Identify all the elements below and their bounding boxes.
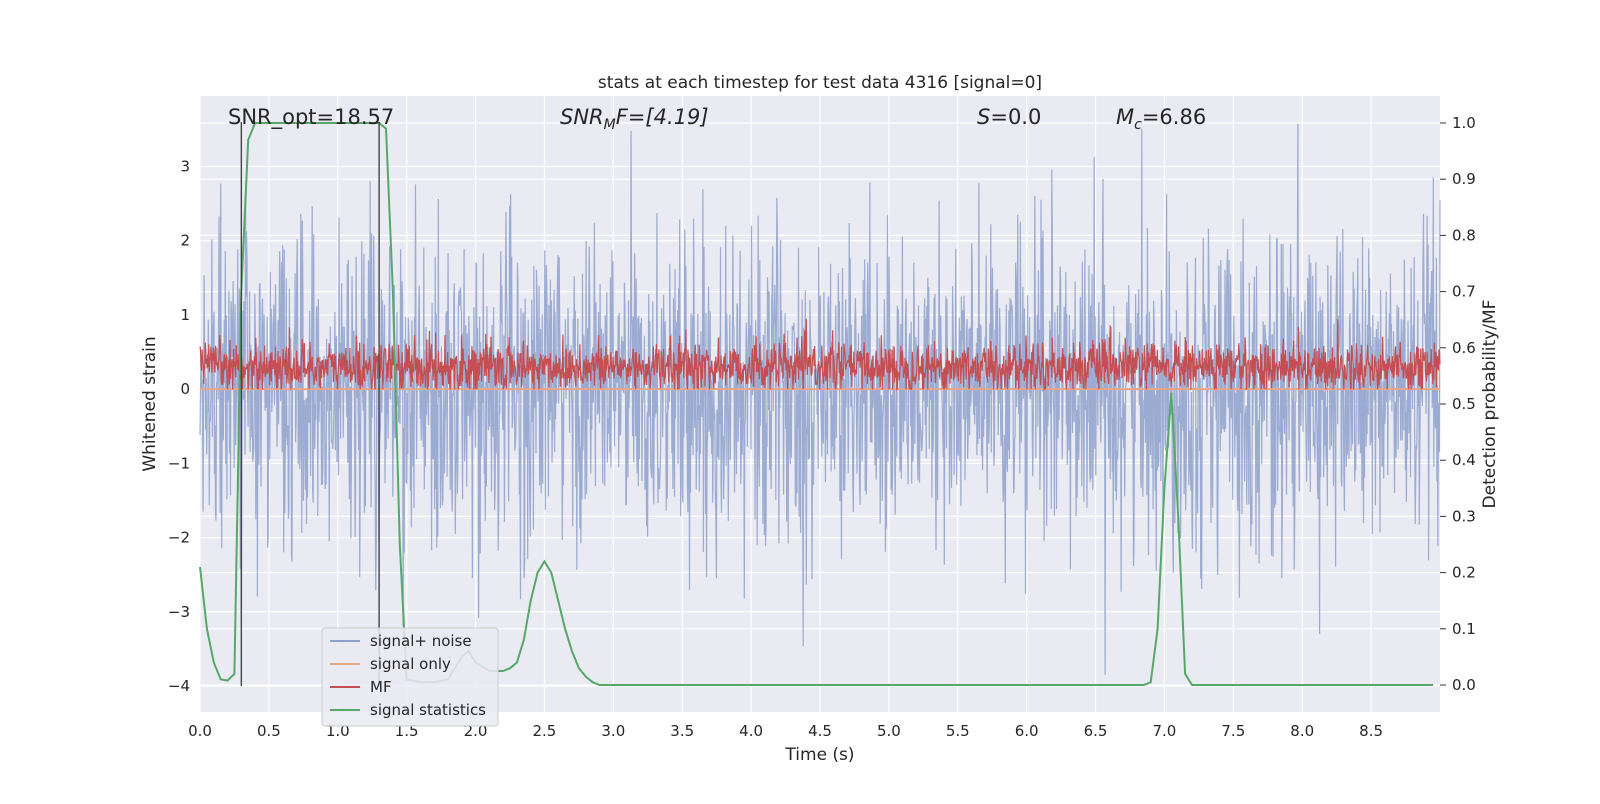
chart-title: stats at each timestep for test data 431… [598, 73, 1042, 93]
y-left-tick-label: 1 [180, 306, 190, 324]
legend-label-signal-statistics: signal statistics [370, 701, 486, 719]
y-right-tick-label: 0.8 [1452, 226, 1476, 244]
snr-mf-main: SNR [560, 105, 604, 129]
legend-label-mf: MF [370, 678, 392, 696]
mc-sub: c [1134, 117, 1142, 133]
legend-box [321, 627, 499, 727]
series-layer [199, 122, 1441, 686]
annotation-s: S=0.0 [977, 105, 1041, 129]
x-tick-label: 8.5 [1359, 722, 1383, 740]
y-left-tick-label: 2 [180, 232, 190, 250]
x-tick-label: 3.5 [670, 722, 694, 740]
y-axis-label-left: Whitened strain [140, 336, 160, 471]
y-right-tick-label: 0.0 [1452, 676, 1476, 694]
y-left-tick-label: −3 [168, 603, 190, 621]
x-tick-label: 6.5 [1084, 722, 1108, 740]
annotation-snr-opt: SNR_opt=18.57 [228, 105, 394, 130]
x-tick-labels: 0.0 0.5 1.0 1.5 2.0 2.5 3.0 3.5 4.0 4.5 5.0 5.5 6.0 6… [188, 722, 1383, 740]
y-right-tick-label: 1.0 [1452, 114, 1476, 132]
y-right-tick-label: 0.9 [1452, 170, 1476, 188]
mc-rest: =6.86 [1142, 105, 1206, 129]
s-main: S [977, 105, 990, 129]
y-left-tick-labels: 3 2 1 0 −1 −2 −3 −4 [168, 158, 190, 696]
annotation-snr-mf: SNRMF=[4.19] [560, 105, 709, 133]
y-right-tick-label: 0.4 [1452, 451, 1476, 469]
x-tick-label: 7.5 [1221, 722, 1245, 740]
legend: signal+ noise signal only MF signal stat… [321, 627, 499, 727]
x-tick-label: 0.5 [257, 722, 281, 740]
y-right-tick-label: 0.5 [1452, 395, 1476, 413]
snr-mf-sub: M [604, 117, 616, 133]
annotation-mc: Mc=6.86 [1116, 105, 1206, 133]
x-tick-label: 2.5 [533, 722, 557, 740]
x-tick-label: 5.5 [946, 722, 970, 740]
y-right-tick-label: 0.1 [1452, 620, 1476, 638]
s-rest: =0.0 [990, 105, 1041, 129]
x-tick-label: 4.0 [739, 722, 763, 740]
x-axis-label: Time (s) [784, 745, 854, 765]
series-mf-line [199, 318, 1441, 392]
y-right-tick-labels: 1.0 0.9 0.8 0.7 0.6 0.5 0.4 0.3 0.2 0.1 0.0 [1440, 114, 1476, 694]
y-right-tick-label: 0.2 [1452, 564, 1476, 582]
y-left-tick-label: 3 [180, 158, 190, 176]
series-signal-statistics-line [199, 122, 1434, 686]
y-left-tick-label: 0 [180, 380, 190, 398]
y-right-tick-label: 0.6 [1452, 339, 1476, 357]
mc-main: M [1116, 105, 1134, 129]
x-tick-label: 5.0 [877, 722, 901, 740]
snr-mf-rest: F=[4.19] [616, 105, 709, 129]
y-right-tick-label: 0.7 [1452, 283, 1476, 301]
y-right-tick-label: 0.3 [1452, 507, 1476, 525]
x-tick-label: 6.0 [1015, 722, 1039, 740]
legend-label-signal-noise: signal+ noise [370, 632, 472, 650]
y-left-tick-label: −2 [168, 529, 190, 547]
x-tick-label: 0.0 [188, 722, 212, 740]
x-tick-label: 8.0 [1290, 722, 1314, 740]
y-left-tick-label: −4 [168, 677, 190, 695]
x-tick-label: 4.5 [808, 722, 832, 740]
vertical-markers [240, 121, 380, 687]
y-axis-label-right: Detection probability/MF [1480, 300, 1500, 509]
y-left-tick-label: −1 [168, 454, 190, 472]
x-tick-label: 3.0 [601, 722, 625, 740]
x-tick-label: 7.0 [1153, 722, 1177, 740]
legend-label-signal-only: signal only [370, 655, 451, 673]
